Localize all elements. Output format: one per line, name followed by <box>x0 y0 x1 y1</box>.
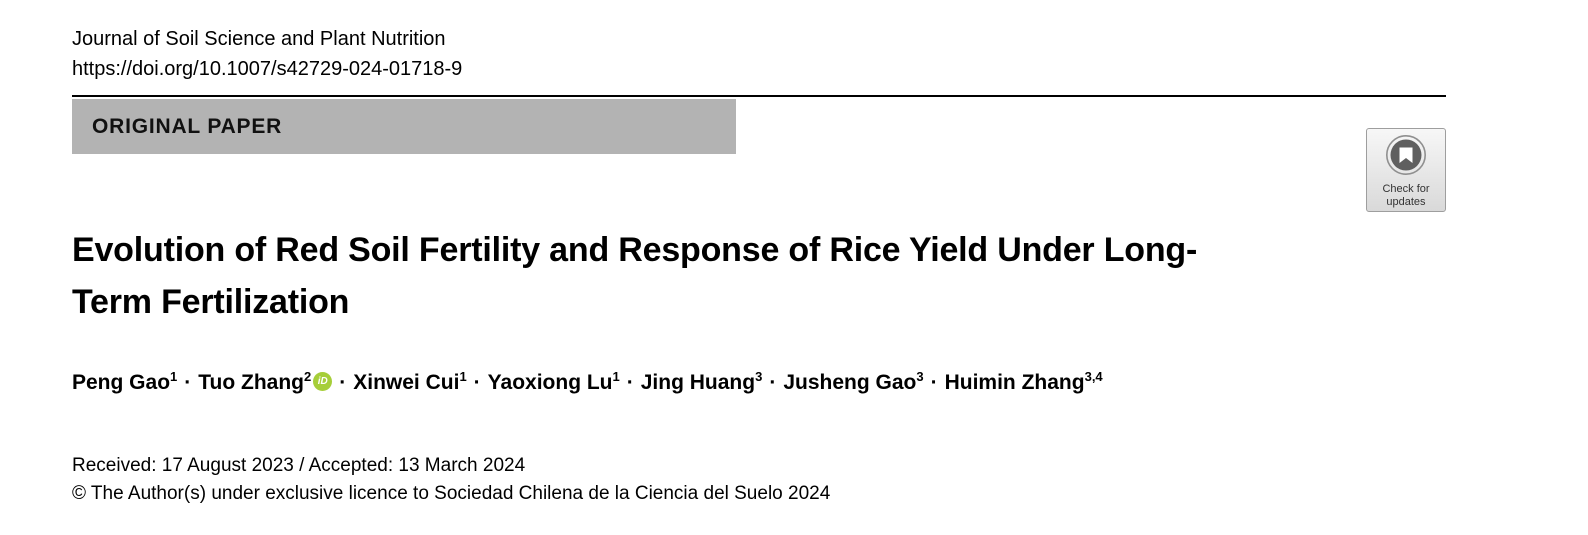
author-separator: · <box>339 371 347 394</box>
author-affiliation: 1 <box>459 369 467 384</box>
orcid-icon[interactable]: iD <box>313 372 333 391</box>
header-rule <box>72 95 1446 97</box>
article-meta: Received: 17 August 2023 / Accepted: 13 … <box>72 452 830 508</box>
author-name: Tuo Zhang <box>198 371 305 394</box>
author-name: Jusheng Gao <box>783 371 917 394</box>
author-name: Yaoxiong Lu <box>487 371 613 394</box>
author-separator: · <box>184 371 192 394</box>
check-for-updates-badge[interactable]: Check for updates <box>1366 128 1446 212</box>
copyright-line: © The Author(s) under exclusive licence … <box>72 483 831 504</box>
author-separator: · <box>930 371 938 394</box>
author: Yaoxiong Lu1 <box>487 369 620 394</box>
author-affiliation: 1 <box>612 369 620 384</box>
crossmark-icon <box>1385 134 1427 181</box>
author-name: Xinwei Cui <box>353 371 460 394</box>
paper-title-line-2: Term Fertilization <box>72 283 350 321</box>
check-for-updates-label: Check for updates <box>1382 183 1430 208</box>
author-name: Peng Gao <box>72 371 171 394</box>
author: Huimin Zhang3,4 <box>944 369 1103 394</box>
article-type-banner: ORIGINAL PAPER <box>72 99 736 154</box>
author-separator: · <box>473 371 481 394</box>
paper-title-line-1: Evolution of Red Soil Fertility and Resp… <box>72 231 1198 269</box>
author: Jusheng Gao3 <box>783 369 924 394</box>
journal-name: Journal of Soil Science and Plant Nutrit… <box>72 28 446 50</box>
author-affiliation: 1 <box>170 369 178 384</box>
author: Peng Gao1 <box>72 369 178 394</box>
author-separator: · <box>769 371 777 394</box>
paper-title: Evolution of Red Soil Fertility and Resp… <box>72 224 1197 328</box>
author-separator: · <box>626 371 634 394</box>
author-name: Huimin Zhang <box>944 371 1085 394</box>
author-list: Peng Gao1 · Tuo Zhang2 iD · Xinwei Cui1 · Yaoxi… <box>72 368 1103 398</box>
author-affiliation: 2 <box>304 369 312 384</box>
author: Tuo Zhang2 iD <box>198 369 333 394</box>
author-name: Jing Huang <box>640 371 756 394</box>
received-accepted-line: Received: 17 August 2023 / Accepted: 13 … <box>72 455 526 476</box>
article-type-label: ORIGINAL PAPER <box>92 114 283 138</box>
masthead: Journal of Soil Science and Plant Nutrit… <box>72 24 462 84</box>
author-affiliation: 3,4 <box>1084 369 1103 384</box>
doi-link[interactable]: https://doi.org/10.1007/s42729-024-01718… <box>72 58 463 80</box>
author: Xinwei Cui1 <box>353 369 467 394</box>
author: Jing Huang3 <box>640 369 763 394</box>
author-affiliation: 3 <box>916 369 924 384</box>
author-affiliation: 3 <box>755 369 763 384</box>
